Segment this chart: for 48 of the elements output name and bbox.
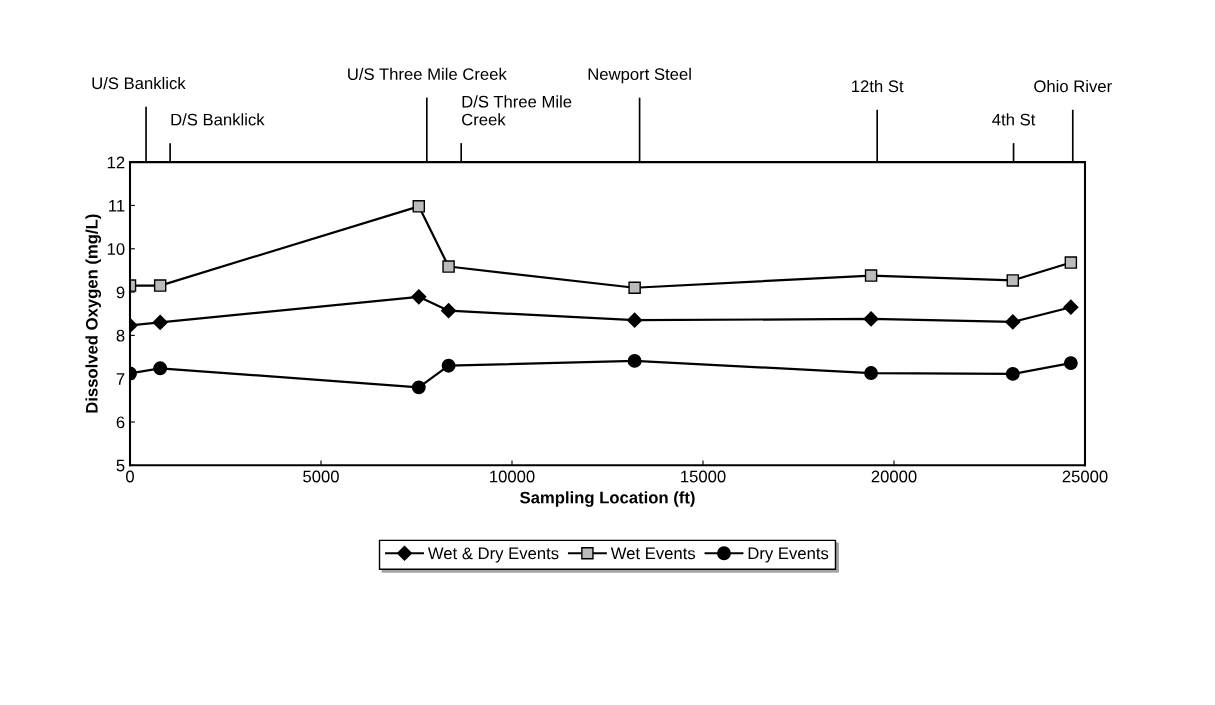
legend-label: Dry Events — [748, 547, 829, 563]
point — [153, 279, 167, 292]
ref-line-label: Newport Steel — [588, 67, 691, 84]
y-tick-label: 6 — [116, 416, 125, 429]
y-tick-label: 9 — [116, 286, 125, 299]
point — [442, 260, 455, 273]
point — [864, 269, 878, 282]
y-tick-label: 7 — [116, 373, 125, 385]
point — [627, 353, 642, 368]
point — [411, 289, 427, 305]
ref-line-label: U/S Three Mile Creek — [348, 67, 507, 81]
y-tick-label: 12 — [107, 156, 125, 169]
point — [441, 303, 457, 319]
point — [864, 366, 879, 381]
y-tick-label: 8 — [116, 329, 125, 342]
ref-line-label: D/S Banklick — [171, 113, 265, 126]
point — [1064, 256, 1078, 269]
point — [863, 311, 879, 327]
ref-line-label: 4th St — [992, 113, 1036, 126]
point — [628, 281, 641, 294]
point — [1006, 274, 1020, 287]
x-axis-title: Sampling Location (ft) — [520, 491, 695, 507]
y-tick-label: 10 — [107, 243, 125, 255]
point — [441, 358, 456, 373]
point — [153, 361, 168, 376]
point — [627, 312, 643, 328]
ref-line-label: 12th St — [852, 79, 904, 93]
y-tick-label: 11 — [109, 200, 125, 212]
x-tick-label: 25000 — [1062, 470, 1108, 483]
point — [1063, 356, 1078, 371]
x-tick-label: 20000 — [871, 470, 917, 483]
ref-line-label: D/S Three Mile Creek — [462, 95, 572, 126]
point — [1005, 366, 1020, 381]
point — [412, 200, 426, 213]
point — [1063, 299, 1079, 315]
y-axis-title: Dissolved Oxygen (mg/L) — [85, 214, 102, 413]
ref-line-label: U/S Banklick — [92, 76, 186, 90]
ref-line-label: Ohio River — [1034, 79, 1112, 93]
x-tick-label: 5000 — [303, 470, 339, 483]
x-tick-label: 10000 — [490, 470, 535, 483]
point — [411, 380, 426, 395]
point — [152, 314, 168, 330]
x-tick-label: 15000 — [681, 470, 726, 483]
x-tick-label: 0 — [126, 470, 134, 483]
y-tick-label: 5 — [116, 459, 125, 472]
point — [1005, 314, 1021, 330]
legend-label: Wet Events — [610, 547, 696, 560]
legend-label: Wet & Dry Events — [427, 547, 559, 563]
